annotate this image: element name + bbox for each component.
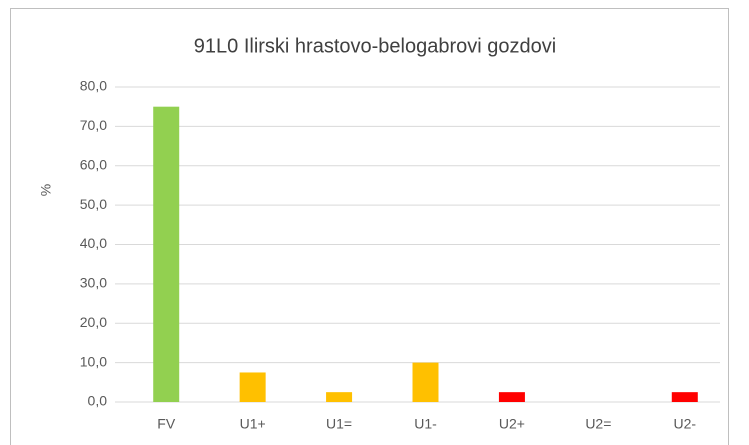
y-axis-label: %: [38, 184, 54, 196]
bar: [239, 372, 266, 402]
x-tick-label: U1+: [240, 416, 266, 432]
y-tick-label: 40,0: [80, 235, 107, 251]
chart-title: 91L0 Ilirski hrastovo-belogabrovi gozdov…: [194, 35, 556, 57]
x-tick-label: U1-: [414, 416, 437, 432]
bar: [498, 392, 525, 402]
bar: [153, 106, 180, 402]
chart-frame: [10, 8, 729, 445]
y-tick-label: 20,0: [80, 314, 107, 330]
bar: [412, 362, 439, 402]
x-tick-label: U2+: [499, 416, 525, 432]
y-tick-label: 10,0: [80, 353, 107, 369]
y-tick-label: 60,0: [80, 156, 107, 172]
y-tick-label: 30,0: [80, 275, 107, 291]
y-tick-label: 0,0: [88, 393, 108, 409]
bar: [671, 392, 698, 402]
x-tick-label: U2=: [585, 416, 611, 432]
y-tick-label: 50,0: [80, 196, 107, 212]
x-tick-label: FV: [157, 416, 176, 432]
bar: [326, 392, 353, 402]
y-tick-label: 80,0: [80, 78, 107, 94]
x-tick-label: U2-: [674, 416, 697, 432]
x-tick-label: U1=: [326, 416, 352, 432]
y-tick-label: 70,0: [80, 117, 107, 133]
